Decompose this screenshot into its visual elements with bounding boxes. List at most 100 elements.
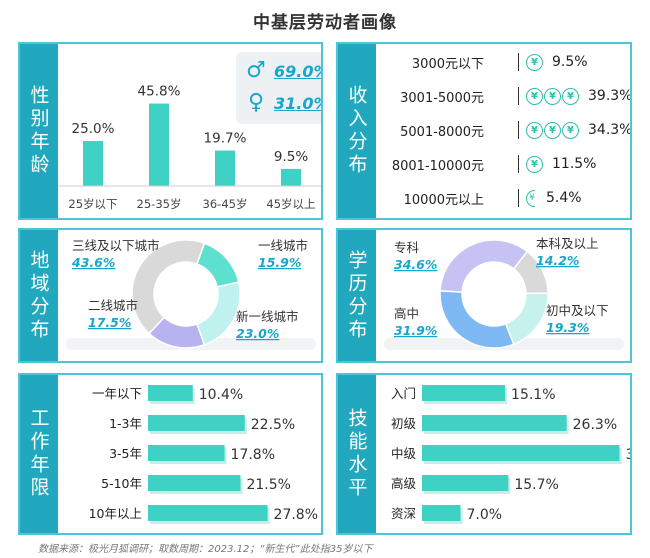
education-value-label: 31.9% (394, 323, 437, 338)
female-value: 31.0% (274, 93, 321, 113)
skill-bar (422, 505, 461, 521)
income-separator (518, 189, 519, 207)
work-years-bar (148, 445, 225, 461)
age-gender-panel: 性别年龄 25.0% 25岁以下 45.8% 25-35岁 19.7% 36-45岁 9.5… (18, 42, 323, 220)
age-bar (281, 168, 301, 186)
income-list: 3000元以下 ¥9.5% 3001-5000元 ¥ ¥ ¥39.3% 5001-8000元… (376, 44, 630, 218)
age-value-label: 45.8% (138, 84, 181, 100)
skill-value-label: 7.0% (467, 507, 503, 523)
education-value-label: 19.3% (546, 320, 589, 335)
skill-bar (422, 385, 506, 401)
skill-category-label: 入门 (391, 386, 416, 401)
region-donut-slice (195, 242, 240, 288)
age-value-label: 19.7% (204, 131, 247, 147)
education-category-label: 专科 (394, 240, 420, 255)
work-years-value-label: 22.5% (251, 417, 295, 433)
education-panel: 学历分布 本科及以上 14.2% 初中及以下 19.3% 高中 31.9% 专科 34.6% (336, 228, 632, 363)
income-value-label: 9.5% (552, 54, 588, 70)
income-coin-group: ¥ (526, 155, 544, 173)
work-years-value-label: 10.4% (199, 387, 243, 403)
income-coin-group: ¥ ¥ ¥ (526, 121, 580, 139)
yuan-coin-icon: ¥ (562, 87, 579, 105)
yuan-coin-icon: ¥ (562, 121, 579, 139)
income-value-label: 5.4% (546, 190, 582, 206)
skill-bar (422, 445, 620, 461)
income-separator (518, 155, 519, 173)
yuan-coin-icon: ¥ (526, 53, 543, 71)
skill-bar (422, 475, 509, 491)
work-years-category-label: 3-5年 (109, 446, 142, 461)
age-bar-chart: 25.0% 25岁以下 45.8% 25-35岁 19.7% 36-45岁 9.5% 45岁以… (58, 84, 321, 211)
education-donut-slice (504, 292, 549, 346)
income-separator (518, 121, 519, 139)
income-separator (518, 87, 519, 105)
work-years-tag: 工作年限 (20, 375, 58, 533)
education-tag: 学历分布 (338, 230, 376, 361)
region-category-label: 新一线城市 (236, 309, 299, 324)
education-value-label: 14.2% (536, 253, 579, 268)
skill-category-label: 高级 (391, 476, 417, 491)
region-value-label: 43.6% (71, 255, 115, 270)
work-years-category-label: 10年以上 (89, 506, 142, 521)
education-value-label: 34.6% (394, 257, 437, 272)
yuan-coin-icon: ¥ (544, 121, 561, 139)
region-category-label: 一线城市 (258, 238, 308, 253)
region-donut-slice (131, 239, 206, 335)
work-years-value-label: 17.8% (231, 447, 275, 463)
income-category-label: 5001-8000元 (400, 124, 484, 140)
skill-bar-chart: 入门 15.1% 初级 26.3% 中级 35.9% 高级 15.7% 资深 7.0% (391, 385, 632, 524)
male-value: 69.0% (274, 61, 321, 81)
age-category-label: 45岁以上 (266, 197, 315, 211)
skill-value-label: 26.3% (573, 417, 617, 433)
skill-category-label: 初级 (391, 416, 417, 431)
income-row: 8001-10000元 ¥11.5% (376, 152, 630, 176)
gender-box: ♂ 69.0% ♀ 31.0% (236, 52, 321, 124)
work-years-bar (148, 415, 245, 431)
yuan-coin-half-icon: ¥ (526, 189, 535, 207)
skill-category-label: 资深 (391, 506, 416, 521)
footnote: 数据来源：极光月狐调研；取数周期：2023.12；“新生代”此处指35岁以下 (38, 544, 373, 555)
income-value-label: 34.3% (588, 122, 632, 138)
income-panel: 收入分布 3000元以下 ¥9.5% 3001-5000元 ¥ ¥ ¥39.3% 5001-… (336, 42, 632, 220)
education-category-label: 初中及以下 (546, 303, 609, 318)
education-donut-slice (439, 239, 529, 293)
age-bar (215, 150, 235, 186)
female-icon: ♀ (247, 90, 265, 115)
income-coin-group: ¥ ¥ ¥ (526, 87, 580, 105)
region-tag: 地域分布 (20, 230, 58, 361)
male-icon: ♂ (246, 58, 266, 83)
income-category-label: 3000元以下 (411, 56, 484, 72)
education-donut-chart: 本科及以上 14.2% 初中及以下 19.3% 高中 31.9% 专科 34.6% (384, 236, 624, 350)
income-category-label: 8001-10000元 (391, 158, 484, 174)
age-category-label: 36-45岁 (203, 197, 248, 211)
age-bar (149, 103, 169, 186)
income-row: 3000元以下 ¥9.5% (376, 50, 630, 74)
yuan-coin-icon: ¥ (526, 155, 543, 173)
work-years-bar (148, 475, 241, 491)
yuan-coin-icon: ¥ (544, 87, 561, 105)
skill-value-label: 35.9% (625, 447, 632, 463)
age-category-label: 25岁以下 (68, 197, 117, 211)
region-donut-chart: 一线城市 15.9% 新一线城市 23.0% 二线城市 17.5% 三线及以下城市 43.6% (66, 238, 316, 350)
age-category-label: 25-35岁 (137, 197, 182, 211)
work-years-category-label: 一年以下 (92, 386, 142, 401)
region-category-label: 三线及以下城市 (72, 238, 160, 253)
income-separator (518, 53, 519, 71)
income-coin-group: ¥ (526, 53, 544, 71)
income-row: 5001-8000元 ¥ ¥ ¥ 34.3% (376, 118, 630, 142)
work-years-bar (148, 505, 268, 521)
work-years-panel: 工作年限 一年以下 10.4% 1-3年 22.5% 3-5年 17.8% 5-10年 21.… (18, 373, 323, 535)
income-row: 10000元以上 ¥5.4% (376, 186, 630, 210)
age-value-label: 25.0% (72, 121, 115, 137)
work-years-category-label: 1-3年 (109, 416, 142, 431)
skill-category-label: 中级 (391, 446, 417, 461)
age-bar (83, 141, 103, 186)
region-value-label: 17.5% (88, 315, 131, 330)
region-donut-slice (195, 281, 241, 346)
income-value-label: 11.5% (552, 156, 597, 172)
skill-panel: 技能水平 入门 15.1% 初级 26.3% 中级 35.9% 高级 15.7% 资深 7.0% (336, 373, 632, 535)
skill-value-label: 15.1% (511, 387, 555, 403)
work-years-bar-chart: 一年以下 10.4% 1-3年 22.5% 3-5年 17.8% 5-10年 21.5% 10年… (89, 385, 318, 524)
region-value-label: 23.0% (236, 326, 279, 341)
education-category-label: 本科及以上 (536, 236, 599, 251)
